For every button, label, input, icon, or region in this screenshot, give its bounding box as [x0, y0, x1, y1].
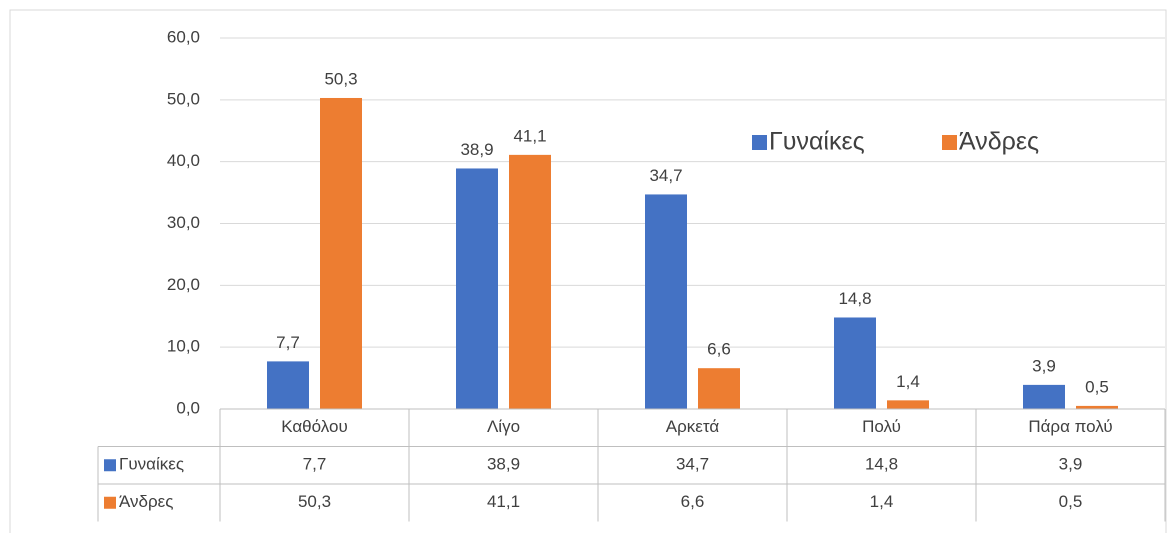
bar — [834, 317, 876, 409]
legend-label: Άνδρες — [959, 128, 1039, 156]
legend-key — [942, 135, 957, 150]
table-cell: 1,4 — [870, 492, 894, 511]
data-label: 41,1 — [513, 126, 546, 145]
table-cell: 6,6 — [681, 492, 705, 511]
y-tick-label: 60,0 — [167, 27, 200, 46]
x-tick-label: Πάρα πολύ — [1028, 417, 1112, 436]
bar — [1076, 405, 1118, 409]
y-tick-label: 10,0 — [167, 337, 200, 356]
y-tick-label: 50,0 — [167, 89, 200, 108]
y-tick-label: 20,0 — [167, 275, 200, 294]
legend-key — [752, 135, 767, 150]
table-cell: 14,8 — [865, 455, 898, 474]
data-label: 3,9 — [1032, 356, 1056, 375]
bar — [509, 154, 551, 409]
table-cell: 3,9 — [1059, 455, 1083, 474]
table-legend-key — [104, 496, 116, 509]
bar — [698, 368, 740, 409]
x-tick-label: Αρκετά — [666, 417, 720, 436]
bar — [267, 361, 309, 409]
table-cell: 34,7 — [676, 455, 709, 474]
bar — [887, 400, 929, 409]
table-row-label: Γυναίκες — [119, 455, 184, 474]
data-label: 0,5 — [1085, 377, 1109, 396]
data-label: 34,7 — [649, 166, 682, 185]
data-label: 6,6 — [707, 340, 731, 359]
bar — [320, 97, 362, 409]
table-cell: 38,9 — [487, 455, 520, 474]
data-label: 1,4 — [896, 372, 920, 391]
x-tick-label: Λίγο — [487, 417, 520, 436]
table-cell: 0,5 — [1059, 492, 1083, 511]
bar — [1023, 384, 1065, 409]
table-row-label: Άνδρες — [119, 492, 173, 511]
table-legend-key — [104, 459, 116, 472]
chart-frame — [9, 9, 1167, 533]
y-tick-label: 0,0 — [176, 398, 200, 417]
table-cell: 50,3 — [298, 492, 331, 511]
y-tick-label: 30,0 — [167, 213, 200, 232]
x-tick-label: Καθόλου — [281, 417, 348, 436]
bar — [645, 194, 687, 409]
data-label: 50,3 — [324, 69, 357, 88]
data-label: 7,7 — [276, 333, 300, 352]
y-tick-label: 40,0 — [167, 151, 200, 170]
table-cell: 41,1 — [487, 492, 520, 511]
data-label: 14,8 — [838, 289, 871, 308]
x-tick-label: Πολύ — [862, 417, 901, 436]
legend-label: Γυναίκες — [769, 128, 865, 156]
bar — [456, 168, 498, 409]
table-cell: 7,7 — [303, 455, 327, 474]
data-label: 38,9 — [460, 140, 493, 159]
